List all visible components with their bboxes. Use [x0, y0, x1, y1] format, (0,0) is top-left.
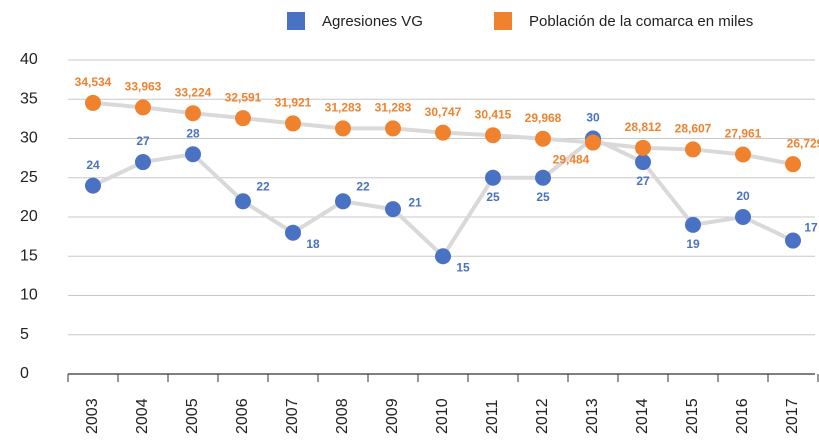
marker	[685, 141, 701, 158]
marker	[235, 193, 251, 210]
marker	[485, 127, 501, 144]
marker	[585, 134, 601, 151]
marker	[235, 110, 251, 127]
data-label: 15	[456, 260, 470, 274]
data-label: 28,607	[675, 122, 712, 136]
marker	[735, 209, 751, 225]
data-label: 29,484	[553, 153, 590, 167]
y-tick-label: 10	[20, 287, 38, 304]
marker	[285, 115, 301, 132]
marker	[635, 154, 651, 171]
y-tick-label: 35	[20, 90, 38, 107]
x-tick-label: 2013	[584, 398, 601, 434]
legend-label: Agresiones VG	[322, 13, 423, 30]
x-tick-label: 2004	[134, 398, 151, 434]
data-label: 27	[136, 134, 150, 148]
marker	[535, 130, 551, 147]
marker	[135, 154, 151, 171]
data-label: 22	[256, 179, 270, 193]
marker	[785, 232, 801, 249]
data-label: 30,747	[425, 105, 462, 119]
data-label: 21	[408, 195, 422, 209]
data-label: 33,224	[175, 85, 212, 99]
marker	[485, 169, 501, 186]
data-label: 25	[536, 190, 550, 204]
data-label: 19	[686, 237, 700, 251]
x-tick-label: 2006	[234, 398, 251, 434]
data-label: 34,534	[75, 75, 112, 89]
y-tick-label: 40	[20, 51, 38, 68]
marker	[685, 216, 701, 233]
data-label: 17	[804, 221, 818, 235]
marker	[85, 177, 101, 194]
y-tick-label: 0	[20, 365, 29, 382]
x-tick-label: 2005	[184, 398, 201, 434]
y-tick-label: 30	[20, 130, 38, 147]
x-tick-label: 2010	[434, 398, 451, 434]
marker	[335, 193, 351, 210]
data-label: 31,921	[275, 96, 312, 110]
data-label: 24	[86, 158, 100, 172]
x-tick-label: 2016	[734, 398, 751, 434]
data-label: 25	[486, 190, 500, 204]
y-tick-label: 5	[20, 326, 29, 343]
x-tick-label: 2017	[784, 398, 801, 434]
data-label: 27	[636, 174, 650, 188]
marker	[635, 139, 651, 156]
data-label: 18	[306, 237, 320, 251]
data-label: 31,283	[325, 101, 362, 115]
x-tick-label: 2003	[84, 398, 101, 434]
marker	[85, 94, 101, 111]
data-label: 28,812	[625, 120, 662, 134]
marker	[285, 224, 301, 241]
y-tick-label: 15	[20, 247, 38, 264]
data-label: 32,591	[225, 90, 262, 104]
marker	[785, 156, 801, 173]
marker	[535, 169, 551, 186]
data-label: 33,963	[125, 80, 162, 94]
x-tick-label: 2009	[384, 398, 401, 434]
y-tick-label: 20	[20, 208, 38, 225]
marker	[185, 105, 201, 122]
y-tick-label: 25	[20, 169, 38, 186]
marker	[135, 99, 151, 116]
data-label: 29,968	[525, 111, 562, 125]
marker	[735, 146, 751, 163]
x-tick-label: 2008	[334, 398, 351, 434]
data-label: 28	[186, 126, 200, 140]
x-tick-label: 2012	[534, 398, 551, 434]
x-tick-label: 2007	[284, 398, 301, 434]
x-tick-label: 2015	[684, 398, 701, 434]
data-label: 22	[356, 179, 370, 193]
x-tick-label: 2014	[634, 398, 651, 434]
data-label: 30,415	[475, 107, 512, 121]
legend-label: Población de la comarca en miles	[529, 13, 753, 30]
x-tick-label: 2011	[484, 399, 501, 434]
data-label: 20	[736, 189, 750, 203]
marker	[385, 201, 401, 218]
data-label: 27,961	[725, 127, 762, 141]
marker	[335, 120, 351, 137]
data-label: 31,283	[375, 101, 412, 115]
legend-swatch	[287, 12, 305, 30]
marker	[385, 120, 401, 137]
data-label: 30	[586, 111, 600, 125]
marker	[435, 248, 451, 265]
legend-swatch	[494, 12, 512, 30]
marker	[435, 124, 451, 141]
marker	[185, 146, 201, 163]
data-label: 26,729	[787, 136, 819, 150]
